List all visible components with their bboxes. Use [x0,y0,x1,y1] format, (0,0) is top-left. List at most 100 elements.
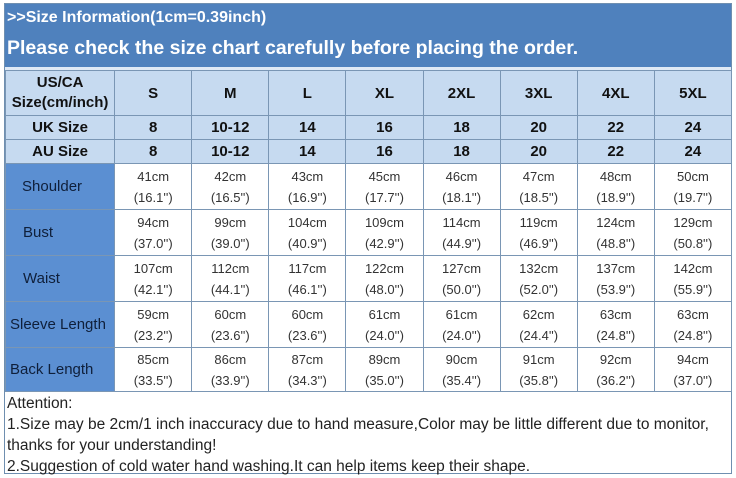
measurement-cell: 60cm (23.6'') [268,301,347,348]
au-size-value: 8 [114,139,193,164]
inch-value: (50.0'') [442,281,482,297]
inch-value: (24.0'') [442,327,482,343]
cm-value: 60cm [214,306,247,322]
inch-value: (24.0'') [365,327,404,343]
measurement-cell: 104cm (40.9'') [268,209,347,256]
inch-value: (39.0'') [210,235,250,251]
au-size-value: 14 [268,139,347,164]
cm-value: 104cm [287,214,327,230]
measurement-cell: 90cm (35.4'') [422,347,501,392]
measurement-cell: 124cm (48.8'') [576,209,655,256]
measurement-cell: 107cm (42.1'') [114,255,193,302]
uk-size-row: UK Size 8 10-12 14 16 18 20 22 24 [4,115,733,140]
inch-value: (44.9'') [442,235,482,251]
inch-value: (24.8'') [673,327,713,343]
inch-value: (17.7'') [365,189,404,205]
cm-value: 45cm [368,168,401,184]
size-table: US/CA Size(cm/inch) S M L XL 2XL 3XL 4XL 5XL UK Si… [4,70,733,392]
size-header: 2XL [422,70,501,116]
inch-value: (24.8'') [596,327,636,343]
corner-line-1: US/CA [36,74,84,91]
inch-value: (24.4'') [519,327,559,343]
note-2: 2.Suggestion of cold water hand washing.… [7,458,531,475]
cm-value: 87cm [291,351,324,367]
inch-value: (23.6'') [210,327,250,343]
measurement-cell: 50cm (19.7'') [653,163,733,210]
note-attention: Attention: [7,395,73,412]
inch-value: (46.9'') [519,235,559,251]
uk-size-label: UK Size [4,115,116,140]
measurement-cell: 137cm (53.9'') [576,255,655,302]
inch-value: (18.9'') [596,189,636,205]
corner-line-2: Size(cm/inch) [11,94,109,111]
measurement-cell: 87cm (34.3'') [268,347,347,392]
measurement-cell: 62cm (24.4'') [499,301,578,348]
measurement-cell: 122cm (48.0'') [345,255,424,302]
cm-value: 114cm [442,214,481,230]
au-size-value: 16 [345,139,424,164]
measurement-cell: 43cm (16.9'') [268,163,347,210]
cm-value: 94cm [137,214,170,230]
measurement-label: Back Length [4,347,116,392]
cm-value: 50cm [677,168,709,184]
cm-value: 90cm [445,351,478,367]
measurement-cell: 91cm (35.8'') [499,347,578,392]
inch-value: (23.6'') [287,327,327,343]
measurement-cell: 142cm (55.9'') [653,255,733,302]
size-header: L [268,70,347,116]
cm-value: 85cm [137,351,170,367]
cm-value: 142cm [673,260,713,276]
inch-value: (44.1'') [210,281,250,297]
measurement-label: Waist [4,255,116,302]
inch-value: (37.0'') [673,372,713,388]
measurement-cell: 61cm (24.0'') [345,301,424,348]
measurement-cell: 59cm (23.2'') [114,301,193,348]
inch-value: (40.9'') [287,235,327,251]
cm-value: 129cm [673,214,713,230]
measurement-cell: 112cm (44.1'') [191,255,270,302]
inch-value: (35.8'') [519,372,559,388]
cm-value: 63cm [677,306,709,322]
measurement-cell: 45cm (17.7'') [345,163,424,210]
cm-value: 61cm [368,306,401,322]
inch-value: (18.5'') [519,189,559,205]
cm-value: 119cm [519,214,558,230]
cm-value: 92cm [599,351,632,367]
inch-value: (55.9'') [673,281,713,297]
notes: Attention: 1.Size may be 2cm/1 inch inac… [5,392,731,477]
measurement-label: Sleeve Length [4,301,116,348]
cm-value: 63cm [599,306,632,322]
cm-value: 122cm [364,260,404,276]
cm-value: 137cm [596,260,636,276]
uk-size-value: 8 [114,115,193,140]
measurement-cell: 60cm (23.6'') [191,301,270,348]
inch-value: (23.2'') [133,327,173,343]
au-size-value: 20 [499,139,578,164]
cm-value: 48cm [599,168,632,184]
cm-value: 127cm [442,260,482,276]
cm-value: 60cm [291,306,324,322]
size-header-row: US/CA Size(cm/inch) S M L XL 2XL 3XL 4XL 5XL [4,70,733,116]
cm-value: 124cm [596,214,636,230]
uk-size-value: 20 [499,115,578,140]
cm-value: 91cm [522,351,555,367]
inch-value: (48.8'') [596,235,636,251]
measurement-cell: 41cm (16.1'') [114,163,193,210]
measurement-row: Sleeve Length 59cm (23.2'') 60cm (23.6'') 60c… [4,301,733,348]
note-1: 1.Size may be 2cm/1 inch inaccuracy due … [7,416,709,433]
uk-size-value: 16 [345,115,424,140]
au-size-value: 10-12 [191,139,270,164]
note-1-cont: thanks for your understanding! [7,437,217,454]
inch-value: (42.9'') [365,235,404,251]
cm-value: 94cm [677,351,709,367]
size-header: 3XL [499,70,578,116]
measurement-cell: 86cm (33.9'') [191,347,270,392]
cm-value: 107cm [133,260,173,276]
uk-size-value: 24 [653,115,733,140]
size-info-title: >>Size Information(1cm=0.39inch) [5,4,731,31]
cm-value: 42cm [214,168,247,184]
cm-value: 41cm [137,168,170,184]
measurement-cell: 99cm (39.0'') [191,209,270,256]
measurement-cell: 119cm (46.9'') [499,209,578,256]
measurement-cell: 117cm (46.1'') [268,255,347,302]
